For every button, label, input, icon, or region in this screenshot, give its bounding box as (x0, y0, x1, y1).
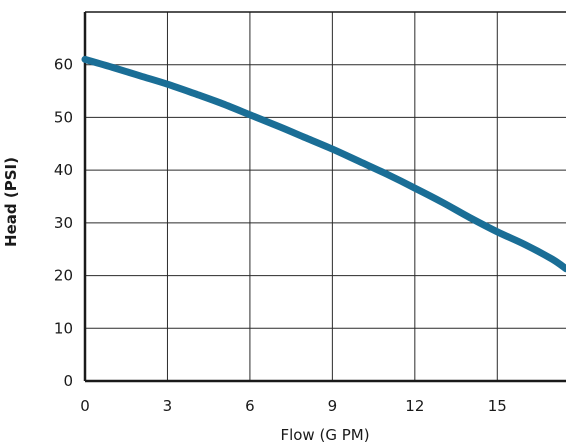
y-tick-label: 50 (54, 108, 73, 126)
y-tick-label: 20 (54, 267, 73, 285)
y-tick-label: 10 (54, 319, 73, 337)
series-layer (81, 55, 566, 273)
grid (85, 12, 566, 381)
x-tick-label: 0 (80, 397, 90, 415)
plot-frame (83, 11, 566, 383)
x-axis-ticks: 0 3 6 9 12 15 (80, 397, 507, 415)
y-axis-ticks: 0 10 20 30 40 50 60 (54, 56, 73, 390)
y-tick-label: 30 (54, 214, 73, 232)
head-flow-curve (81, 55, 566, 273)
x-tick-label: 12 (405, 397, 424, 415)
x-tick-label: 9 (328, 397, 338, 415)
x-axis-label: Flow (G PM) (280, 426, 369, 444)
y-tick-label: 60 (54, 56, 73, 74)
x-tick-label: 3 (163, 397, 173, 415)
y-tick-label: 0 (63, 372, 73, 390)
x-tick-label: 15 (488, 397, 507, 415)
y-axis-label: Head (PSI) (2, 157, 20, 247)
y-tick-label: 40 (54, 161, 73, 179)
x-tick-label: 6 (245, 397, 255, 415)
